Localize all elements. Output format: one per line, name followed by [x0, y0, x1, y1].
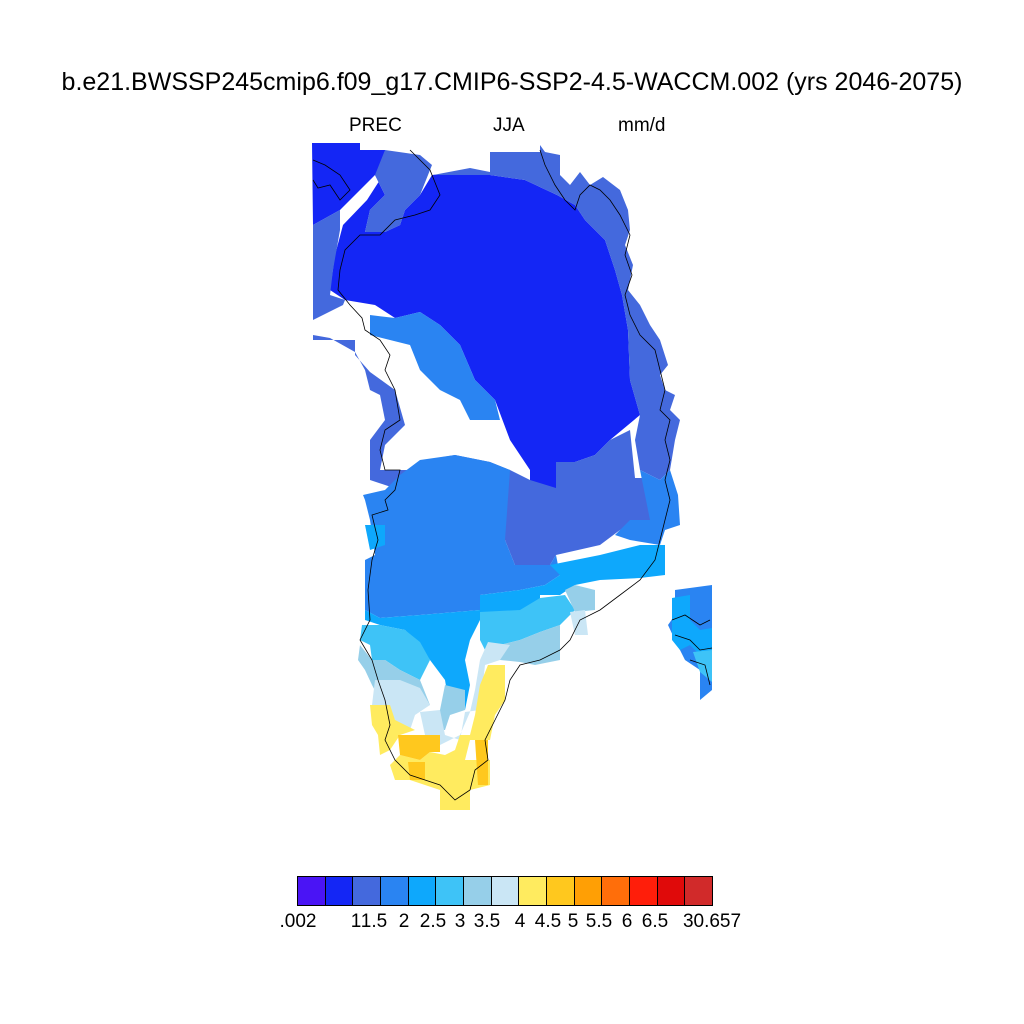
field-level-1 — [312, 143, 640, 488]
season-label: JJA — [493, 115, 525, 136]
colorbar-tick-label: 6 — [621, 911, 633, 932]
colorbar-swatch — [353, 877, 382, 905]
colorbar-swatch — [519, 877, 548, 905]
colorbar-swatch — [298, 877, 326, 905]
colorbar-tick-label: 5 — [567, 911, 579, 932]
colorbar-tick-label: .002 — [279, 911, 317, 932]
colorbar-tick-label: 1.5 — [360, 911, 388, 932]
colorbar-swatch — [630, 877, 658, 905]
colorbar-swatch — [408, 877, 437, 905]
colorbar-tick-label: 1 — [350, 911, 362, 932]
field-level-4 — [365, 525, 712, 710]
colorbar-swatch — [325, 877, 354, 905]
colorbar — [297, 876, 713, 906]
colorbar-swatch — [436, 877, 465, 905]
colorbar-swatch — [381, 877, 409, 905]
colorbar-tick-label: 5.5 — [585, 911, 613, 932]
colorbar-swatch — [685, 877, 713, 905]
colorbar-tick-label: 6.5 — [641, 911, 669, 932]
map-title: b.e21.BWSSP245cmip6.f09_g17.CMIP6-SSP2-4… — [61, 68, 963, 96]
colorbar-tick-label: 2 — [398, 911, 410, 932]
colorbar-swatch — [574, 877, 603, 905]
colorbar-tick-label: 2.5 — [419, 911, 447, 932]
colorbar-tick-label: 3.5 — [473, 911, 501, 932]
units-label: mm/d — [618, 115, 666, 136]
field-level-9 — [398, 735, 488, 785]
colorbar-tick-label: 4.5 — [534, 911, 562, 932]
colorbar-tick-label: 4 — [514, 911, 526, 932]
field-level-5 — [360, 595, 712, 682]
colorbar-tick-label: 3 — [454, 911, 466, 932]
colorbar-tick-label: 30.657 — [682, 911, 742, 932]
colorbar-swatch — [657, 877, 686, 905]
colorbar-swatch — [464, 877, 492, 905]
colorbar-swatch — [602, 877, 631, 905]
colorbar-labels: .002 1 1.5 2 2.5 3 3.5 4 4.5 5 5.5 6 6.5 30.657 — [0, 911, 1024, 935]
colorbar-swatch — [547, 877, 575, 905]
colorbar-swatch — [491, 877, 520, 905]
coastline — [312, 149, 713, 801]
variable-label: PREC — [349, 115, 402, 136]
